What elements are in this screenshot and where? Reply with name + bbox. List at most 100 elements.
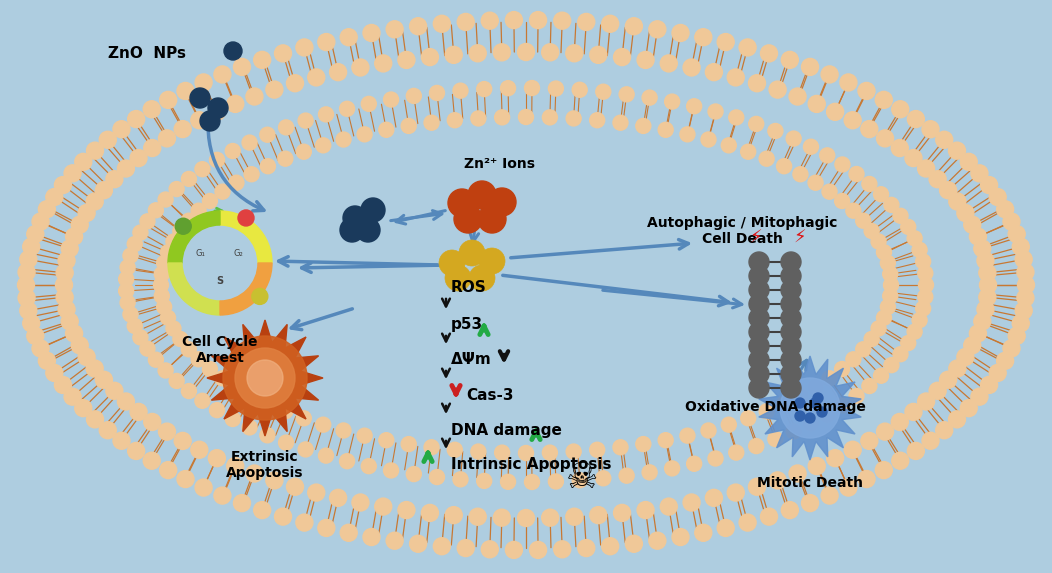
- Circle shape: [729, 445, 744, 460]
- Circle shape: [190, 441, 208, 458]
- Polygon shape: [758, 356, 862, 460]
- Circle shape: [864, 223, 879, 238]
- Circle shape: [881, 300, 895, 315]
- Circle shape: [543, 110, 558, 125]
- Circle shape: [980, 176, 997, 194]
- Circle shape: [649, 532, 666, 549]
- Circle shape: [834, 362, 850, 376]
- Circle shape: [915, 301, 931, 316]
- Wedge shape: [220, 211, 272, 263]
- Circle shape: [244, 167, 259, 182]
- Circle shape: [722, 417, 736, 432]
- Circle shape: [86, 411, 103, 428]
- Circle shape: [133, 225, 148, 240]
- Circle shape: [590, 507, 607, 524]
- Circle shape: [46, 189, 63, 206]
- Circle shape: [127, 319, 142, 333]
- Circle shape: [572, 83, 587, 97]
- Circle shape: [529, 541, 547, 559]
- Circle shape: [157, 300, 171, 315]
- Polygon shape: [207, 320, 323, 436]
- Circle shape: [55, 176, 72, 194]
- Circle shape: [86, 193, 103, 210]
- Circle shape: [722, 138, 736, 153]
- Text: Intrinsic Apoptosis: Intrinsic Apoptosis: [451, 457, 611, 473]
- Circle shape: [907, 442, 925, 460]
- Circle shape: [553, 12, 571, 29]
- Circle shape: [768, 431, 783, 446]
- Circle shape: [96, 371, 113, 388]
- Circle shape: [907, 324, 923, 339]
- Circle shape: [127, 111, 145, 128]
- Circle shape: [638, 52, 654, 68]
- Circle shape: [177, 83, 194, 100]
- Circle shape: [343, 206, 367, 230]
- Circle shape: [542, 509, 559, 526]
- Circle shape: [1017, 277, 1034, 293]
- Circle shape: [917, 393, 934, 410]
- Circle shape: [215, 371, 230, 386]
- Circle shape: [26, 327, 44, 344]
- Circle shape: [873, 368, 889, 383]
- Circle shape: [361, 198, 385, 222]
- Circle shape: [38, 352, 56, 369]
- Circle shape: [808, 458, 825, 474]
- Circle shape: [242, 135, 257, 150]
- Circle shape: [308, 69, 325, 86]
- Circle shape: [635, 437, 651, 452]
- Circle shape: [862, 176, 877, 191]
- Circle shape: [996, 201, 1014, 218]
- Circle shape: [817, 407, 827, 417]
- Circle shape: [363, 25, 380, 41]
- Circle shape: [701, 423, 716, 438]
- Circle shape: [749, 478, 766, 495]
- Circle shape: [316, 138, 330, 153]
- Circle shape: [613, 504, 630, 521]
- Circle shape: [960, 154, 977, 170]
- Circle shape: [827, 103, 844, 120]
- Circle shape: [971, 388, 988, 405]
- Circle shape: [58, 252, 75, 269]
- Circle shape: [254, 52, 270, 68]
- Circle shape: [912, 313, 927, 328]
- Circle shape: [208, 98, 228, 118]
- Circle shape: [448, 189, 476, 217]
- Circle shape: [286, 478, 303, 495]
- Circle shape: [261, 397, 276, 411]
- Circle shape: [717, 520, 734, 536]
- Circle shape: [881, 256, 895, 270]
- Circle shape: [99, 131, 117, 148]
- Circle shape: [706, 489, 723, 507]
- Circle shape: [844, 441, 862, 458]
- Circle shape: [781, 364, 801, 384]
- Circle shape: [160, 92, 177, 108]
- Circle shape: [56, 289, 74, 305]
- Circle shape: [458, 540, 474, 556]
- Circle shape: [459, 240, 485, 266]
- Circle shape: [445, 265, 471, 291]
- Circle shape: [55, 376, 72, 394]
- Circle shape: [553, 541, 571, 558]
- Circle shape: [352, 494, 369, 511]
- Circle shape: [144, 414, 161, 430]
- Circle shape: [749, 364, 769, 384]
- Circle shape: [802, 58, 818, 76]
- Circle shape: [340, 524, 358, 541]
- Circle shape: [1015, 251, 1032, 268]
- Circle shape: [717, 34, 734, 50]
- Circle shape: [18, 264, 35, 281]
- Circle shape: [401, 437, 417, 452]
- Circle shape: [319, 107, 333, 122]
- Circle shape: [808, 175, 823, 190]
- Circle shape: [56, 264, 74, 281]
- Circle shape: [176, 218, 191, 234]
- Circle shape: [375, 498, 391, 515]
- Text: Mitotic Death: Mitotic Death: [757, 476, 863, 490]
- Circle shape: [169, 374, 184, 388]
- Circle shape: [875, 92, 892, 108]
- Circle shape: [635, 119, 651, 134]
- Circle shape: [223, 336, 307, 420]
- Circle shape: [279, 435, 294, 450]
- Circle shape: [769, 472, 786, 489]
- Circle shape: [225, 411, 240, 426]
